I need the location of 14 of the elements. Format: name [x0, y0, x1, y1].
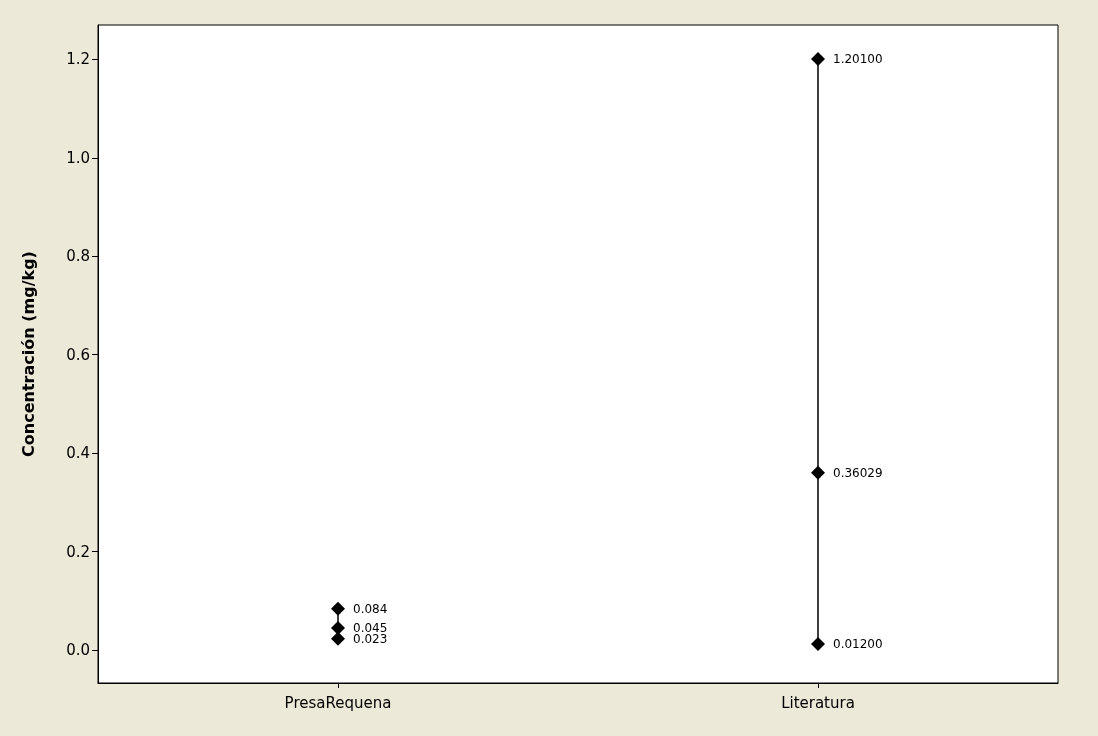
y-tick-label: 0.0 [66, 641, 90, 660]
y-tick-label: 1.0 [66, 148, 90, 167]
y-tick-label: 0.6 [66, 345, 90, 364]
data-label: 0.36029 [833, 465, 883, 480]
y-tick-label: 1.2 [66, 50, 90, 69]
x-tick-label: PresaRequena [284, 693, 392, 712]
data-label: 0.084 [353, 601, 388, 616]
x-tick-label: Literatura [781, 693, 855, 712]
y-tick-label: 0.2 [66, 542, 90, 561]
y-axis-title: Concentración (mg/kg) [18, 251, 38, 457]
data-label: 0.01200 [833, 637, 883, 652]
data-label: 1.20100 [833, 51, 883, 66]
y-tick-label: 0.8 [66, 247, 90, 266]
y-tick-label: 0.4 [66, 444, 90, 463]
